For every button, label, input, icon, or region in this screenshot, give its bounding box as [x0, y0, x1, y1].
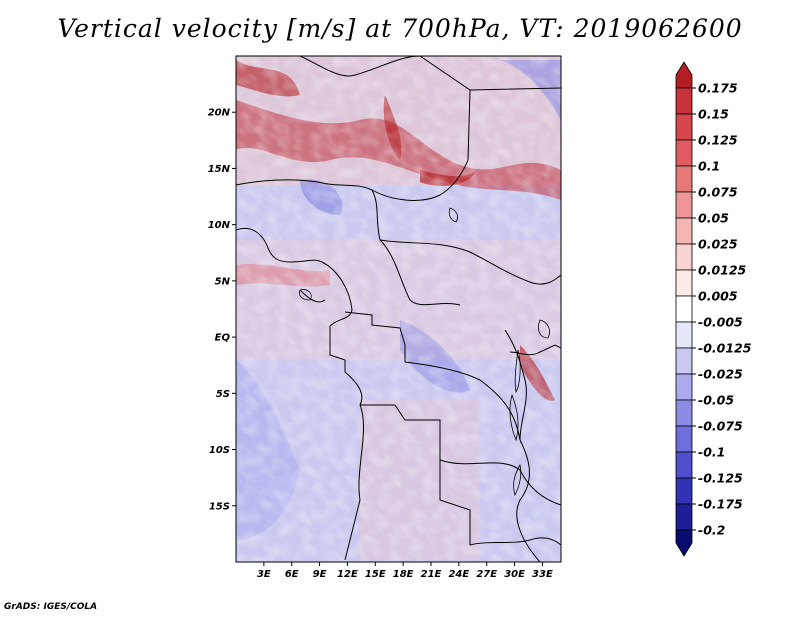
colorbar-swatch [675, 477, 693, 505]
colorbar-label: 0.075 [698, 185, 738, 200]
colorbar-swatch [675, 529, 693, 557]
colorbar-swatch [675, 451, 693, 479]
colorbar-label: 0.175 [698, 81, 738, 96]
colorbar-swatch [675, 347, 693, 375]
colorbar-label: 0.1 [698, 159, 720, 174]
colorbar-swatch [675, 217, 693, 245]
chart-title: Vertical velocity [m/s] at 700hPa, VT: 2… [57, 14, 743, 43]
lon-tick-label: 6E [285, 569, 299, 580]
lon-tick-label: 3E [257, 569, 271, 580]
lat-tick-label: 15N [208, 164, 231, 175]
lon-tick-label: 12E [337, 569, 358, 580]
colorbar-label: 0.125 [698, 133, 738, 148]
colorbar-label: 0.05 [698, 211, 729, 226]
colorbar-swatch [675, 139, 693, 167]
colorbar-swatch [675, 295, 693, 323]
colorbar-swatch [675, 321, 693, 349]
colorbar-swatch [675, 503, 693, 531]
colorbar-label: -0.1 [698, 445, 725, 460]
colorbar-swatch [675, 87, 693, 115]
velocity-field [236, 56, 561, 562]
lat-tick-label: 20N [208, 108, 231, 119]
country-borders [236, 56, 561, 562]
lake-outlines [299, 207, 550, 497]
lon-tick-label: 24E [448, 569, 469, 580]
grads-credit: GrADS: IGES/COLA [4, 602, 98, 612]
lat-tick-label: 15S [209, 501, 230, 512]
colorbar-label: -0.2 [698, 523, 725, 538]
colorbar-swatch [675, 243, 693, 271]
lat-tick-label: EQ [215, 333, 231, 344]
lon-tick-label: 9E [313, 569, 327, 580]
colorbar-label: -0.005 [698, 315, 743, 330]
colorbar-label: 0.15 [698, 107, 729, 122]
colorbar-swatch [675, 399, 693, 427]
lon-tick-label: 21E [421, 569, 442, 580]
lon-tick-label: 27E [476, 569, 497, 580]
lat-tick-label: 10N [208, 220, 231, 231]
colorbar-label: 0.0125 [698, 263, 747, 278]
colorbar-label: -0.0125 [698, 341, 752, 356]
lon-tick-label: 18E [393, 569, 414, 580]
colorbar-label: 0.025 [698, 237, 738, 252]
longitude-axis: 3E 6E 9E 12E 15E 18E 21E 24E 27E 30E 33E [257, 562, 553, 580]
colorbar-swatch [675, 269, 693, 297]
lat-tick-label: 5S [216, 389, 230, 400]
map-frame [235, 55, 562, 563]
lon-tick-label: 33E [532, 569, 553, 580]
colorbar-swatch [675, 165, 693, 193]
colorbar-swatch [675, 373, 693, 401]
colorbar-label: -0.025 [698, 367, 743, 382]
colorbar-swatch [675, 425, 693, 453]
lon-tick-label: 30E [504, 569, 525, 580]
colorbar-label: -0.125 [698, 471, 743, 486]
colorbar-label: -0.075 [698, 419, 743, 434]
lat-tick-label: 5N [215, 276, 231, 287]
latitude-axis: 20N 15N 10N 5N EQ 5S 10S 15S [208, 108, 236, 512]
colorbar-swatch [675, 113, 693, 141]
colorbar-label: 0.005 [698, 289, 738, 304]
colorbar-swatch [675, 191, 693, 219]
colorbar-label: -0.05 [698, 393, 734, 408]
lon-tick-label: 15E [365, 569, 386, 580]
colorbar-swatch [675, 61, 693, 89]
colorbar-label: -0.175 [698, 497, 743, 512]
lat-tick-label: 10S [209, 445, 230, 456]
colorbar: 0.175 0.15 0.125 0.1 0.075 0.05 0.025 0.0125 0.0… [675, 61, 752, 557]
